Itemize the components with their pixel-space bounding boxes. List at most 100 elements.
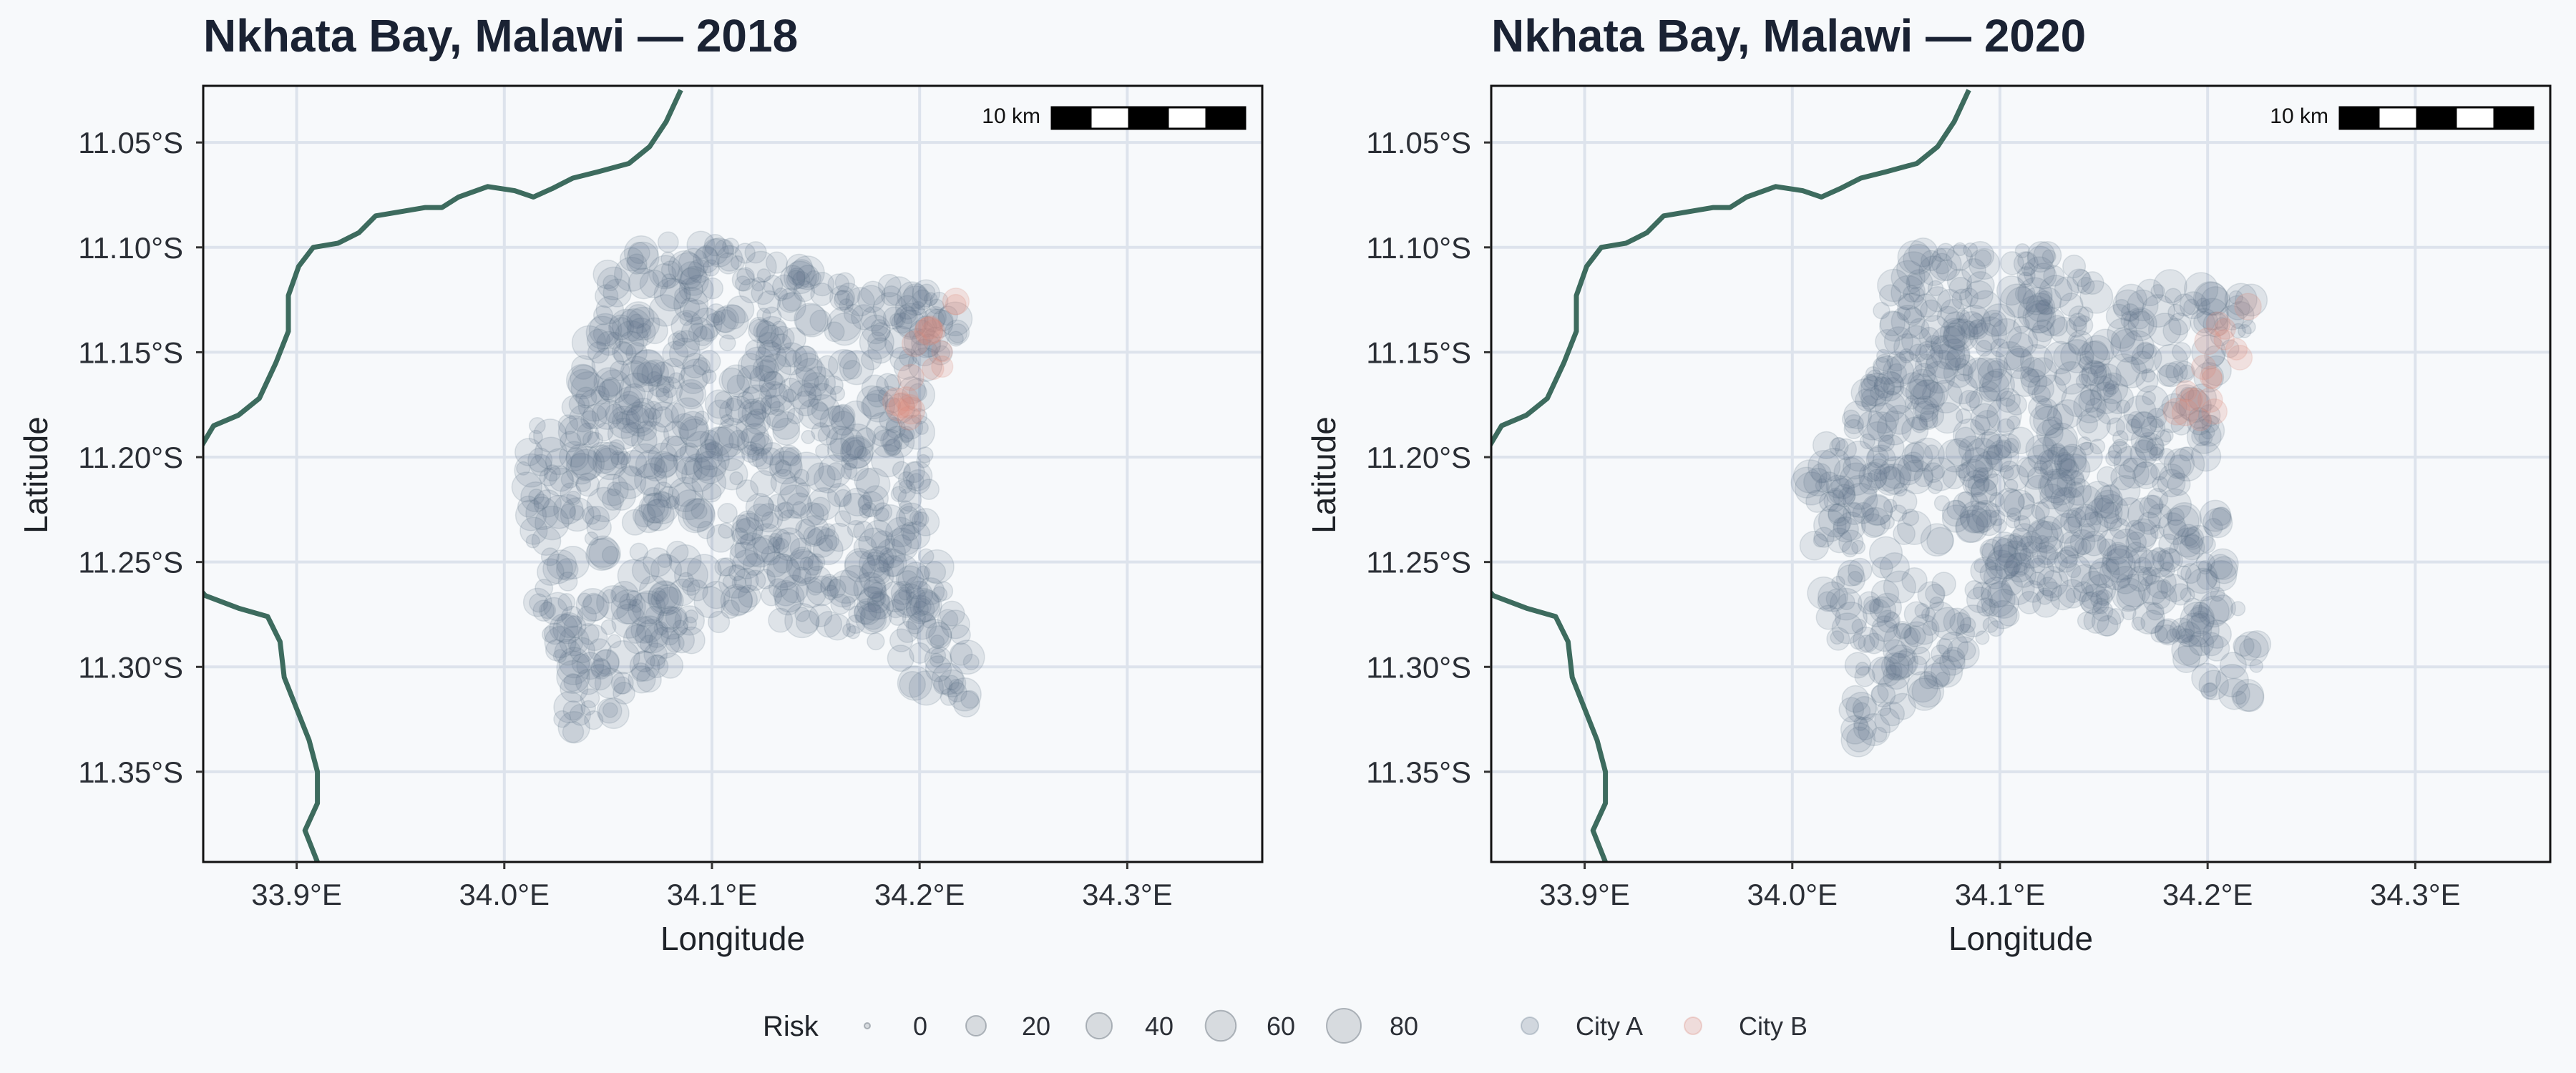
- point-city-a: [883, 438, 902, 457]
- point-city-a: [2096, 398, 2123, 425]
- point-city-a: [2130, 411, 2157, 438]
- point-city-a: [683, 453, 711, 481]
- point-city-a: [2067, 506, 2102, 540]
- point-city-a: [2050, 487, 2076, 512]
- point-city-a: [2102, 373, 2118, 390]
- point-city-a: [839, 564, 871, 597]
- point-city-a: [2151, 547, 2167, 562]
- point-city-a: [916, 565, 931, 580]
- point-city-a: [2230, 323, 2246, 339]
- point-city-a: [1865, 366, 1881, 382]
- point-city-a: [557, 572, 578, 592]
- point-city-a: [1967, 474, 1989, 496]
- point-city-a: [1970, 414, 1991, 436]
- point-city-a: [2179, 534, 2205, 561]
- point-city-a: [2110, 328, 2145, 363]
- point-city-a: [1939, 318, 1971, 349]
- point-city-a: [643, 457, 668, 482]
- point-city-a: [1982, 303, 2016, 337]
- point-city-a: [903, 283, 929, 309]
- point-city-a: [2017, 493, 2035, 510]
- point-city-a: [772, 418, 801, 446]
- point-city-a: [928, 298, 945, 315]
- point-city-a: [886, 599, 906, 619]
- point-city-a: [2180, 386, 2195, 401]
- point-city-a: [571, 325, 607, 361]
- point-city-a: [723, 585, 753, 616]
- point-city-a: [782, 388, 797, 403]
- point-city-a: [1906, 671, 1938, 703]
- point-city-a: [2135, 385, 2170, 419]
- point-city-a: [1945, 318, 1979, 352]
- point-city-a: [2127, 289, 2159, 322]
- point-city-a: [854, 445, 868, 460]
- point-city-a: [772, 579, 799, 607]
- point-city-a: [1883, 644, 1919, 680]
- point-city-a: [703, 237, 734, 268]
- point-city-a: [841, 623, 857, 637]
- point-city-a: [1833, 456, 1866, 489]
- point-city-a: [1936, 242, 1955, 261]
- point-city-a: [2111, 577, 2146, 612]
- point-city-a: [2192, 281, 2228, 316]
- point-city-a: [552, 494, 584, 525]
- point-city-a: [853, 601, 877, 624]
- point-city-a: [1853, 716, 1868, 731]
- point-city-a: [2089, 361, 2105, 376]
- point-city-a: [2004, 489, 2036, 521]
- point-city-a: [1991, 531, 2019, 559]
- point-city-a: [1905, 397, 1938, 431]
- point-city-a: [1941, 499, 1969, 527]
- point-city-a: [1964, 280, 1994, 310]
- point-city-a: [805, 270, 822, 287]
- point-city-a: [2049, 584, 2077, 611]
- point-city-a: [1890, 260, 1926, 295]
- point-city-a: [577, 592, 592, 607]
- point-city-a: [2172, 293, 2197, 317]
- point-city-a: [2178, 364, 2195, 380]
- point-city-a: [691, 465, 727, 501]
- point-city-a: [1843, 455, 1867, 480]
- point-city-a: [895, 565, 924, 594]
- point-city-a: [626, 306, 660, 341]
- point-city-a: [2112, 289, 2145, 322]
- point-city-a: [2054, 549, 2078, 573]
- point-city-a: [556, 546, 590, 579]
- point-city-a: [786, 270, 806, 290]
- point-city-a: [2186, 606, 2215, 635]
- point-city-a: [2039, 275, 2073, 309]
- point-city-a: [2016, 266, 2036, 285]
- point-city-a: [2200, 682, 2218, 700]
- point-city-a: [1868, 402, 1900, 434]
- point-city-a: [2193, 311, 2215, 333]
- point-city-a: [1956, 604, 1990, 637]
- point-city-a: [2180, 526, 2205, 550]
- legend-size-key: [864, 1022, 871, 1029]
- point-city-a: [545, 639, 567, 662]
- point-city-a: [733, 567, 759, 594]
- point-city-a: [2120, 310, 2140, 330]
- point-city-a: [648, 580, 682, 614]
- point-city-a: [2044, 473, 2077, 506]
- point-city-a: [899, 348, 918, 367]
- point-city-a: [933, 675, 953, 695]
- point-city-a: [846, 614, 866, 635]
- point-city-a: [1985, 433, 2012, 461]
- point-city-a: [896, 620, 919, 643]
- point-city-a: [899, 671, 926, 698]
- point-city-a: [610, 671, 634, 695]
- point-city-a: [761, 545, 781, 566]
- point-city-a: [2068, 312, 2088, 332]
- point-city-a: [815, 444, 830, 459]
- point-city-a: [2179, 291, 2207, 320]
- point-city-a: [560, 674, 589, 703]
- point-city-a: [739, 534, 756, 550]
- point-city-a: [630, 397, 657, 423]
- point-city-a: [1920, 523, 1954, 557]
- point-city-a: [617, 451, 632, 466]
- scalebar-label: 10 km: [982, 104, 1040, 128]
- point-city-a: [892, 479, 917, 503]
- scalebar-label: 10 km: [2270, 104, 2328, 128]
- point-city-a: [1990, 338, 2009, 358]
- point-city-a: [2168, 312, 2192, 335]
